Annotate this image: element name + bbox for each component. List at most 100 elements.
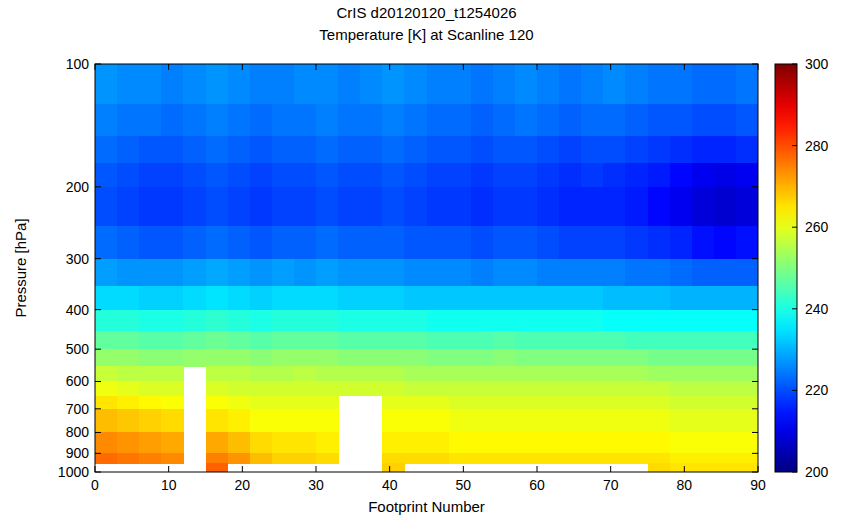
colorbar [775, 64, 797, 472]
heat-cell [316, 259, 339, 287]
heat-cell [493, 409, 516, 433]
heat-cell [648, 331, 671, 350]
colorbar-tick-label: 240 [805, 301, 829, 317]
colorbar-tick-label: 220 [805, 382, 829, 398]
x-tick [463, 466, 464, 472]
heat-cell [581, 286, 604, 310]
heat-cell [625, 64, 648, 104]
heat-cell [537, 432, 560, 453]
heat-cell [471, 432, 494, 453]
heat-cell [670, 259, 693, 287]
heat-cell [427, 381, 450, 396]
heat-cell [648, 432, 671, 453]
heat-cell [161, 187, 184, 227]
heat-cell [471, 64, 494, 104]
heat-cell [515, 310, 538, 331]
heat-cell [493, 349, 516, 366]
heat-cell [559, 310, 582, 331]
heat-cell [95, 396, 118, 410]
heat-cell [537, 381, 560, 396]
heat-cell [581, 331, 604, 350]
heat-cell [559, 409, 582, 433]
heat-cell [139, 331, 162, 350]
heat-cell [117, 259, 140, 287]
colorbar-tick [792, 145, 797, 146]
y-tick-label: 700 [66, 401, 90, 417]
heat-cell [272, 104, 295, 137]
heat-cell [183, 136, 206, 164]
heat-cell [515, 366, 538, 382]
heat-cell [117, 453, 140, 463]
heat-cell [161, 136, 184, 164]
heat-cell [692, 310, 715, 331]
heat-cell [206, 104, 229, 137]
heat-cell [404, 396, 427, 410]
heat-cell [228, 187, 251, 227]
heat-cell [272, 331, 295, 350]
heat-cell [228, 259, 251, 287]
heat-cell [228, 136, 251, 164]
heat-cell [161, 259, 184, 287]
heat-cell [692, 286, 715, 310]
heat-cell [316, 64, 339, 104]
heat-cell [625, 366, 648, 382]
heat-cell [471, 310, 494, 331]
heat-cell [449, 409, 472, 433]
heat-cell [736, 409, 758, 433]
heat-cell [736, 163, 758, 187]
heat-cell [648, 366, 671, 382]
x-tick [610, 466, 611, 472]
heat-cell [404, 366, 427, 382]
heat-cell [338, 310, 361, 331]
y-tick [95, 186, 101, 187]
heat-cell [670, 286, 693, 310]
heat-cell [183, 310, 206, 331]
heat-cell [250, 366, 273, 382]
heat-cell [625, 259, 648, 287]
heat-cell [272, 226, 295, 259]
heat-cell [537, 286, 560, 310]
heat-cell [625, 136, 648, 164]
heat-cell [603, 136, 626, 164]
heat-cell [427, 409, 450, 433]
heat-cell [117, 331, 140, 350]
heat-cell [250, 432, 273, 453]
heat-cell [382, 104, 405, 137]
heat-cell [360, 349, 383, 366]
heat-cell [537, 163, 560, 187]
heat-cell [692, 432, 715, 453]
heat-cell [714, 396, 737, 410]
heat-cell [404, 453, 427, 463]
heat-cell [581, 453, 604, 463]
heat-cell [471, 381, 494, 396]
heat-cell [95, 331, 118, 350]
heat-cell [206, 310, 229, 331]
y-tick [752, 472, 758, 473]
heat-cell [692, 396, 715, 410]
heat-cell [493, 187, 516, 227]
colorbar-tick [792, 390, 797, 391]
heat-cell [625, 349, 648, 366]
heat-cell [382, 259, 405, 287]
heat-cell [670, 136, 693, 164]
heat-cell [427, 366, 450, 382]
heat-cell [316, 349, 339, 366]
heat-cell [559, 366, 582, 382]
heat-cell [714, 463, 737, 472]
heat-cell [139, 349, 162, 366]
heat-cell [404, 409, 427, 433]
heat-cell [670, 409, 693, 433]
colorbar-tick [792, 308, 797, 309]
heat-cell [272, 432, 295, 453]
heat-cell [404, 349, 427, 366]
title: CrIS d20120120_t1254026 [336, 4, 516, 21]
heat-cell [427, 163, 450, 187]
heat-cell [228, 310, 251, 331]
heat-cell [692, 104, 715, 137]
heat-cell [338, 286, 361, 310]
y-tick-label: 200 [66, 179, 90, 195]
heat-cell [382, 453, 405, 463]
heat-cell [382, 187, 405, 227]
heat-cell [316, 187, 339, 227]
heat-cell [161, 396, 184, 410]
